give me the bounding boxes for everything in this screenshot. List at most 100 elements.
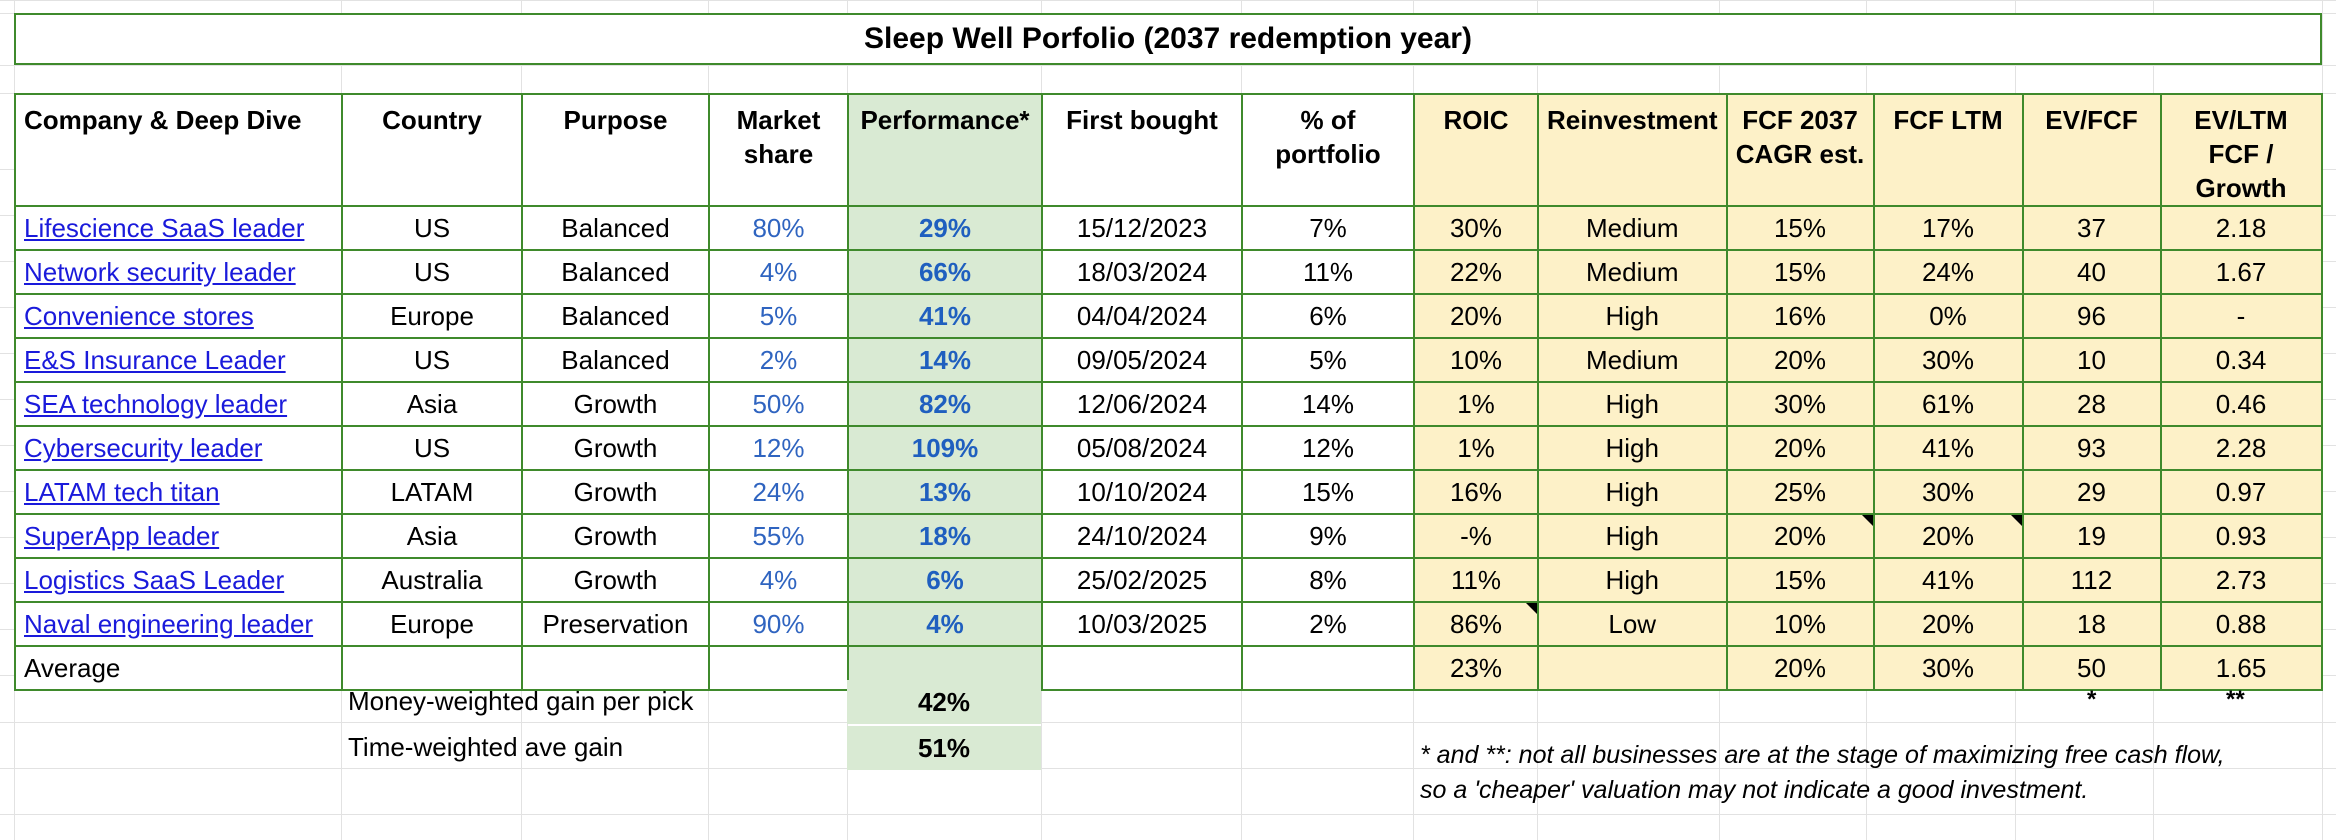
company-link[interactable]: Lifescience SaaS leader: [24, 212, 305, 243]
ev-ltm-growth-cell: 0.46: [2159, 381, 2323, 427]
pct-portfolio-cell: 11%: [1241, 249, 1415, 295]
first-bought-cell: 12/06/2024: [1041, 381, 1243, 427]
col-header-first-bought: First bought: [1041, 93, 1243, 207]
ev-fcf-cell: 40: [2021, 249, 2162, 295]
performance-cell: 18%: [847, 513, 1043, 559]
ev-fcf-cell: 112: [2021, 557, 2162, 603]
reinvestment-cell: Medium: [1537, 249, 1728, 295]
country-cell: Asia: [341, 381, 523, 427]
fcf-cagr-cell: 15%: [1725, 205, 1875, 251]
performance-cell: 13%: [847, 469, 1043, 515]
company-link[interactable]: Cybersecurity leader: [24, 432, 263, 463]
market-share-cell: 4%: [708, 557, 849, 603]
country-cell: Australia: [341, 557, 523, 603]
company-link[interactable]: LATAM tech titan: [24, 476, 220, 507]
average-pct: [1241, 645, 1415, 691]
fcf-ltm-cell: 20%: [1872, 601, 2024, 647]
country-cell: US: [341, 249, 523, 295]
fcf-cagr-cell: 20%: [1725, 425, 1875, 471]
market-share-cell: 90%: [708, 601, 849, 647]
first-bought-cell: 10/03/2025: [1041, 601, 1243, 647]
fcf-ltm-cell: 30%: [1872, 469, 2024, 515]
company-link[interactable]: Logistics SaaS Leader: [24, 564, 285, 595]
gridline-h: [0, 0, 2336, 1]
table-row: Logistics SaaS Leader Australia Growth 4% 6%…: [14, 557, 2323, 603]
average-reinvestment: [1537, 645, 1728, 691]
ev-ltm-growth-cell: 2.73: [2159, 557, 2323, 603]
average-country: [341, 645, 523, 691]
market-share-cell: 55%: [708, 513, 849, 559]
company-cell: Cybersecurity leader: [14, 425, 343, 471]
col-header-pct-portfolio: % of portfolio: [1241, 93, 1415, 207]
portfolio-table: Company & Deep Dive Country Purpose Mark…: [14, 93, 2323, 691]
purpose-cell: Balanced: [521, 249, 710, 295]
company-link[interactable]: SuperApp leader: [24, 520, 220, 551]
company-link[interactable]: Convenience stores: [24, 300, 254, 331]
ev-fcf-cell: 19: [2021, 513, 2162, 559]
average-fcf-ltm: 30%: [1872, 645, 2024, 691]
country-cell: US: [341, 205, 523, 251]
fcf-ltm-cell: 41%: [1872, 425, 2024, 471]
fcf-ltm-cell: 30%: [1872, 337, 2024, 383]
money-weighted-value: 42%: [847, 680, 1041, 724]
pct-portfolio-cell: 14%: [1241, 381, 1415, 427]
performance-cell: 109%: [847, 425, 1043, 471]
gridline-h: [0, 768, 2336, 769]
time-weighted-label: Time-weighted ave gain: [348, 732, 624, 762]
fcf-cagr-cell: 20%: [1725, 513, 1875, 559]
gridline-h: [0, 65, 2336, 66]
ev-ltm-growth-cell: 0.97: [2159, 469, 2323, 515]
ev-ltm-growth-cell: 2.28: [2159, 425, 2323, 471]
roic-cell: 11%: [1413, 557, 1539, 603]
pct-portfolio-cell: 6%: [1241, 293, 1415, 339]
roic-cell: 22%: [1413, 249, 1539, 295]
first-bought-cell: 04/04/2024: [1041, 293, 1243, 339]
col-header-roic: ROIC: [1413, 93, 1539, 207]
ev-fcf-cell: 96: [2021, 293, 2162, 339]
company-link[interactable]: SEA technology leader: [24, 388, 288, 419]
country-cell: US: [341, 337, 523, 383]
company-link[interactable]: E&S Insurance Leader: [24, 344, 286, 375]
reinvestment-cell: High: [1537, 513, 1728, 559]
roic-cell: 16%: [1413, 469, 1539, 515]
ev-ltm-growth-cell: -: [2159, 293, 2323, 339]
fcf-cagr-cell: 16%: [1725, 293, 1875, 339]
market-share-cell: 24%: [708, 469, 849, 515]
pct-portfolio-cell: 9%: [1241, 513, 1415, 559]
ev-ltm-growth-cell: 1.67: [2159, 249, 2323, 295]
footnote-marker-double: **: [2226, 686, 2245, 713]
reinvestment-cell: Medium: [1537, 205, 1728, 251]
country-cell: Europe: [341, 601, 523, 647]
ev-ltm-growth-cell: 0.93: [2159, 513, 2323, 559]
purpose-cell: Growth: [521, 469, 710, 515]
col-header-performance: Performance*: [847, 93, 1043, 207]
fcf-cagr-cell: 25%: [1725, 469, 1875, 515]
reinvestment-cell: High: [1537, 381, 1728, 427]
ev-ltm-growth-cell: 0.34: [2159, 337, 2323, 383]
purpose-cell: Balanced: [521, 205, 710, 251]
first-bought-cell: 10/10/2024: [1041, 469, 1243, 515]
purpose-cell: Preservation: [521, 601, 710, 647]
col-header-ev-ltm-growth: EV/LTM FCF / Growth: [2159, 93, 2323, 207]
col-header-fcf-cagr: FCF 2037 CAGR est.: [1725, 93, 1875, 207]
company-link[interactable]: Network security leader: [24, 256, 296, 287]
roic-cell: -%: [1413, 513, 1539, 559]
header-row: Company & Deep Dive Country Purpose Mark…: [14, 93, 2323, 207]
company-cell: Convenience stores: [14, 293, 343, 339]
company-link[interactable]: Naval engineering leader: [24, 608, 314, 639]
ev-fcf-cell: 29: [2021, 469, 2162, 515]
average-purpose: [521, 645, 710, 691]
performance-cell: 6%: [847, 557, 1043, 603]
fcf-ltm-cell: 20%: [1872, 513, 2024, 559]
ev-fcf-cell: 93: [2021, 425, 2162, 471]
table-row: Network security leader US Balanced 4% 66% 18…: [14, 249, 2323, 295]
table-row: Cybersecurity leader US Growth 12% 109% 05/08…: [14, 425, 2323, 471]
roic-cell: 1%: [1413, 381, 1539, 427]
company-cell: Network security leader: [14, 249, 343, 295]
country-cell: Asia: [341, 513, 523, 559]
gridline-h: [0, 814, 2336, 815]
average-row: Average 23% 20% 30% 50 1.65: [14, 645, 2323, 691]
market-share-cell: 50%: [708, 381, 849, 427]
roic-cell: 10%: [1413, 337, 1539, 383]
company-cell: LATAM tech titan: [14, 469, 343, 515]
